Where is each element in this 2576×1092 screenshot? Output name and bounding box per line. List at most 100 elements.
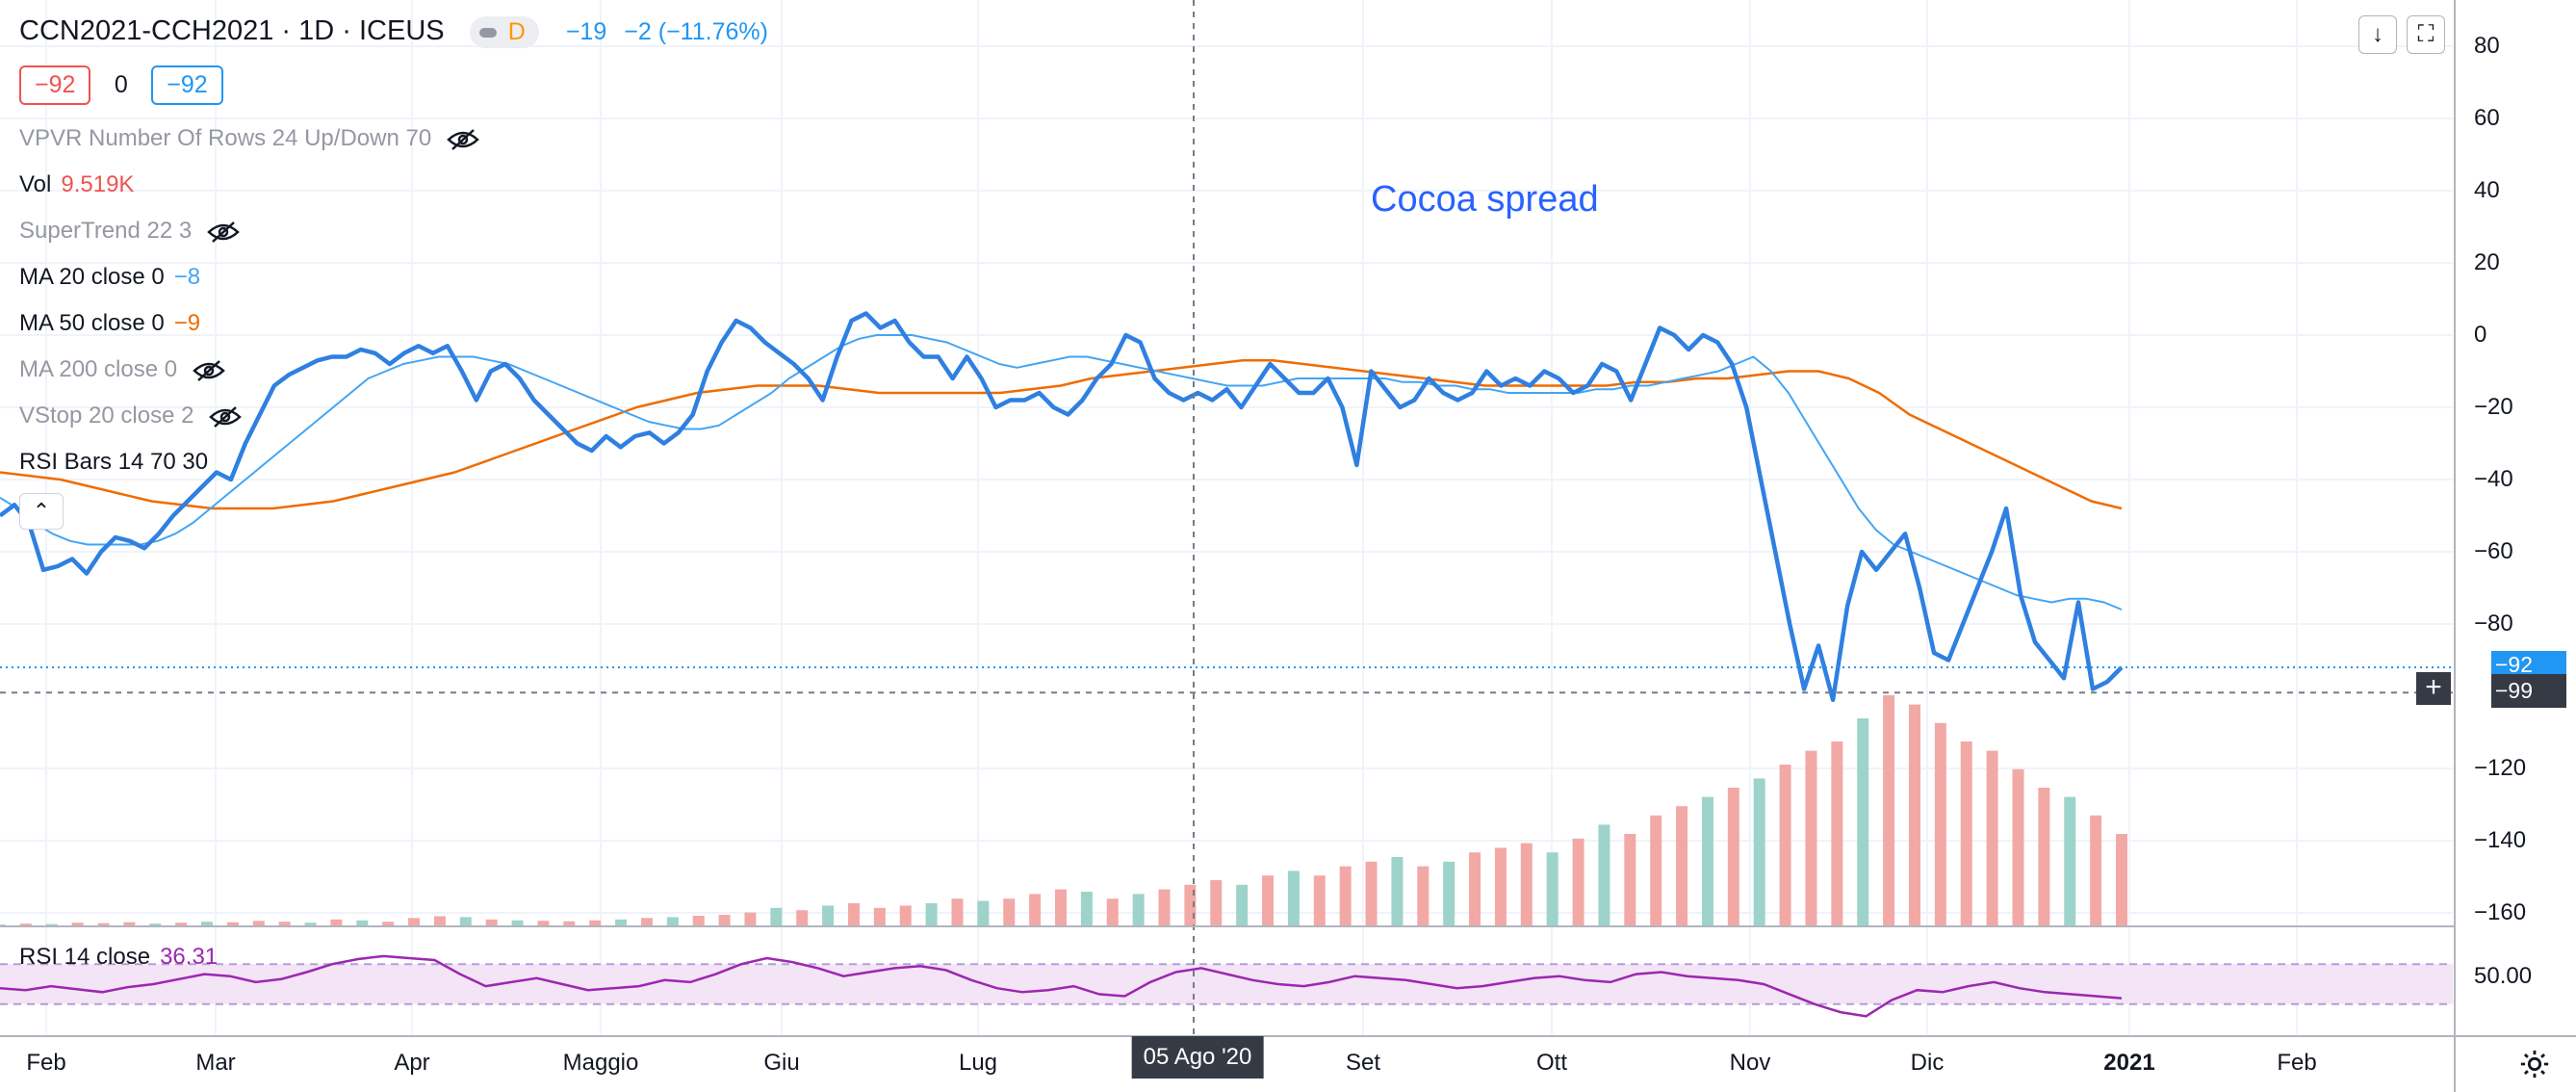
volume-bar <box>847 903 860 926</box>
volume-bar <box>1469 852 1481 926</box>
volume-bar <box>1986 750 1998 926</box>
volume-bar <box>1003 898 1016 926</box>
volume-bar <box>201 922 214 926</box>
settings-gear-icon[interactable] <box>2518 1048 2551 1080</box>
volume-bar <box>925 903 938 926</box>
indicator-value: 9.519K <box>61 171 135 197</box>
volume-bar <box>1417 866 1430 926</box>
price-axis-label: 0 <box>2474 322 2487 348</box>
volume-bar <box>1727 788 1739 926</box>
volume-bar <box>537 921 550 926</box>
indicator-legend-row[interactable]: MA 50 close 0 −9 <box>19 310 200 337</box>
eye-hidden-icon[interactable] <box>447 128 480 151</box>
collapse-legend-button[interactable]: ⌃ <box>19 493 64 530</box>
volume-bar <box>1494 847 1507 926</box>
volume-bar <box>718 915 731 926</box>
volume-bar <box>71 923 84 926</box>
indicator-legend-row[interactable]: MA 20 close 0 −8 <box>19 264 200 291</box>
volume-bar <box>1391 857 1404 926</box>
volume-bar <box>1365 861 1378 926</box>
cursor-price-tag: −99 <box>2491 674 2566 708</box>
volume-bar <box>330 919 343 926</box>
volume-bar <box>2012 768 2024 926</box>
volume-bar <box>666 917 679 926</box>
indicator-legend-row[interactable]: MA 200 close 0 <box>19 356 225 383</box>
crosshair <box>0 0 2453 1036</box>
ma50-line <box>0 359 2123 510</box>
rsi-legend[interactable]: RSI 14 close 36.31 <box>19 944 218 971</box>
spread-value: 0 <box>114 71 128 98</box>
sell-button[interactable]: −92 <box>19 65 91 105</box>
volume-bar <box>511 920 524 926</box>
rsi-band <box>0 963 2453 1005</box>
volume-bar <box>97 923 110 926</box>
volume-bar <box>563 921 576 926</box>
buy-button[interactable]: −92 <box>151 65 223 105</box>
ma20-line <box>0 334 2123 611</box>
rsi-value: 36.31 <box>160 944 219 970</box>
volume-bar <box>1650 815 1662 926</box>
price-axis-label: −80 <box>2474 611 2513 637</box>
fullscreen-button[interactable]: ⛶ <box>2407 15 2445 54</box>
volume-bar <box>1313 875 1326 926</box>
price-line <box>0 311 2124 703</box>
symbol-name[interactable]: CCN2021-CCH2021 <box>19 15 274 46</box>
timeframe-badge[interactable]: D <box>469 15 539 48</box>
volume-bar <box>1676 806 1688 926</box>
price-axis-label: −120 <box>2474 755 2527 781</box>
exchange-label: ICEUS <box>358 15 445 46</box>
volume-bar <box>19 923 32 926</box>
indicator-name: RSI Bars 14 70 30 <box>19 449 209 475</box>
rsi-series-line <box>0 954 2123 1018</box>
price-axis-label: −140 <box>2474 827 2527 853</box>
timeframe-badge-label: D <box>507 17 526 45</box>
time-axis-label: Nov <box>1729 1050 1771 1076</box>
price-change-pct: −2 (−11.76%) <box>624 17 768 45</box>
volume-bar <box>1132 894 1145 926</box>
volume-bar <box>1158 889 1171 926</box>
time-axis-label: Ott <box>1535 1050 1568 1076</box>
indicator-name: MA 50 close 0 <box>19 310 165 336</box>
volume-bar <box>1883 695 1895 926</box>
indicator-legend-row[interactable]: RSI Bars 14 70 30 <box>19 449 208 476</box>
volume-bar <box>899 905 912 926</box>
indicator-name: VStop 20 close 2 <box>19 403 194 429</box>
eye-hidden-icon[interactable] <box>207 221 241 244</box>
volume-bar <box>1934 722 1946 926</box>
chart-header: CCN2021-CCH2021 · 1D · ICEUS D −19 −2 (−… <box>19 15 768 48</box>
grid <box>0 0 2453 1036</box>
indicator-legend-row[interactable]: SuperTrend 22 3 <box>19 218 241 245</box>
price-axis-label: 20 <box>2474 249 2500 275</box>
eye-hidden-icon[interactable] <box>209 405 243 429</box>
chart-annotation[interactable]: Cocoa spread <box>1371 179 1599 220</box>
volume-bar <box>175 923 188 926</box>
volume-bar <box>1960 741 1972 926</box>
rsi-axis-label: 50.00 <box>2474 963 2533 989</box>
volume-bar <box>1287 871 1300 926</box>
volume-bar <box>1029 894 1042 926</box>
volume-bar <box>951 898 964 926</box>
volume-bar <box>1908 704 1920 926</box>
price-axis-label: −60 <box>2474 538 2513 564</box>
trade-pills: −92 0 −92 <box>19 65 223 105</box>
rsi-line <box>0 954 2123 1018</box>
volume-bar <box>1701 796 1713 926</box>
indicator-name: SuperTrend 22 3 <box>19 218 193 244</box>
interval-label[interactable]: 1D <box>298 15 335 46</box>
arrow-down-icon: ↓ <box>2372 21 2383 47</box>
volume-bar <box>1779 765 1791 926</box>
download-button[interactable]: ↓ <box>2358 15 2397 54</box>
volume-bar <box>822 905 835 926</box>
eye-hidden-icon[interactable] <box>193 359 225 382</box>
volume-bar <box>1624 834 1636 926</box>
indicator-legend-row[interactable]: VStop 20 close 2 <box>19 403 243 429</box>
price-axis-label: 40 <box>2474 177 2500 203</box>
volume-bar <box>1055 889 1067 926</box>
price-axis-label: 80 <box>2474 33 2500 59</box>
add-order-button[interactable]: + <box>2416 672 2451 705</box>
chevron-up-icon: ⌃ <box>32 499 51 523</box>
indicator-legend-row[interactable]: Vol 9.519K <box>19 171 134 198</box>
indicator-legend-row[interactable]: VPVR Number Of Rows 24 Up/Down 70 <box>19 125 480 152</box>
indicator-value: −8 <box>173 264 201 290</box>
